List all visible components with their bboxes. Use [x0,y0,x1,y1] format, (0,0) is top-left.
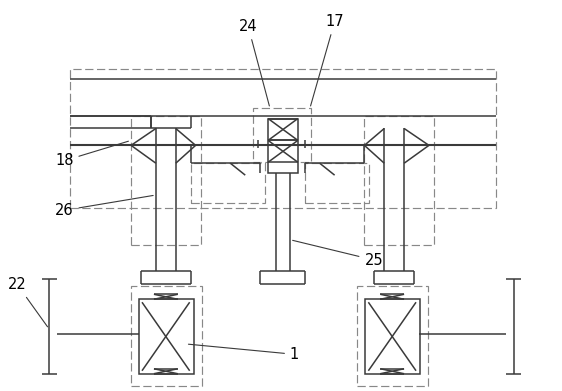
Bar [131,286,202,386]
Bar [268,118,298,173]
Text: 22: 22 [8,277,48,327]
Bar [191,163,265,203]
Bar [131,116,201,245]
Text: 18: 18 [55,141,128,168]
Text: 1: 1 [188,344,299,362]
Bar [364,116,434,245]
Text: 26: 26 [55,196,153,218]
Bar [357,286,428,386]
Bar [70,69,496,208]
Text: 24: 24 [239,19,269,106]
Bar [253,108,311,162]
Text: 17: 17 [311,14,344,106]
Text: 25: 25 [293,240,383,267]
Bar [305,163,369,203]
Bar [139,299,194,374]
Bar [365,299,420,374]
